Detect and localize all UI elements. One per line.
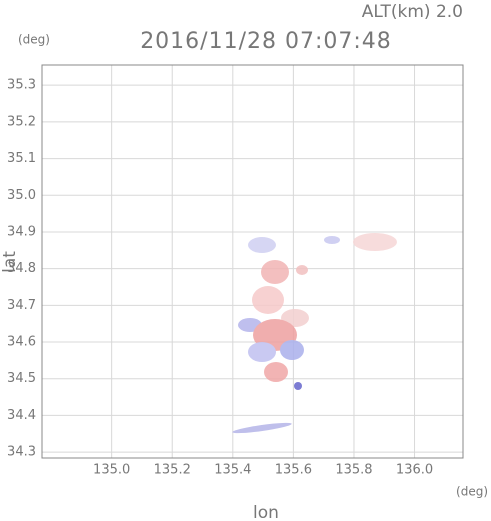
y-tick-label: 34.7 (7, 298, 36, 313)
y-tick-label: 35.0 (7, 188, 36, 203)
grid-layer (42, 65, 463, 458)
y-tick-label: 34.9 (7, 224, 36, 239)
y-unit: (deg) (18, 33, 50, 47)
altitude-label: ALT(km) 2.0 (362, 2, 463, 22)
echo (264, 362, 288, 382)
echo (248, 342, 276, 362)
y-tick-label: 34.8 (7, 261, 36, 276)
echo (294, 382, 302, 390)
y-tick-label: 34.3 (7, 445, 36, 460)
y-tick-label: 34.6 (7, 335, 36, 350)
x-unit: (deg) (456, 485, 488, 499)
x-tick-label: 135.4 (214, 463, 251, 478)
echo (280, 340, 304, 360)
y-tick-label: 35.3 (7, 78, 36, 93)
echo (296, 265, 308, 275)
y-tick-label: 35.2 (7, 114, 36, 129)
plot-frame (41, 64, 464, 459)
echo (324, 236, 340, 244)
echo (248, 237, 276, 253)
y-tick-label: 35.1 (7, 151, 36, 166)
echo (353, 233, 397, 251)
x-tick-label: 135.6 (275, 463, 312, 478)
x-tick-label: 136.0 (396, 463, 433, 478)
y-axis-label: lat (0, 251, 20, 273)
chart-title: 2016/11/28 07:07:48 (140, 29, 392, 54)
echo-field (232, 233, 397, 434)
echo (252, 286, 284, 314)
x-axis-label: lon (253, 503, 279, 521)
x-tick-label: 135.0 (93, 463, 130, 478)
y-tick-label: 34.5 (7, 371, 36, 386)
echo (261, 260, 289, 284)
x-tick-label: 135.8 (335, 463, 372, 478)
y-tick-label: 34.4 (7, 408, 36, 423)
x-tick-label: 135.2 (154, 463, 191, 478)
echo (232, 422, 292, 434)
